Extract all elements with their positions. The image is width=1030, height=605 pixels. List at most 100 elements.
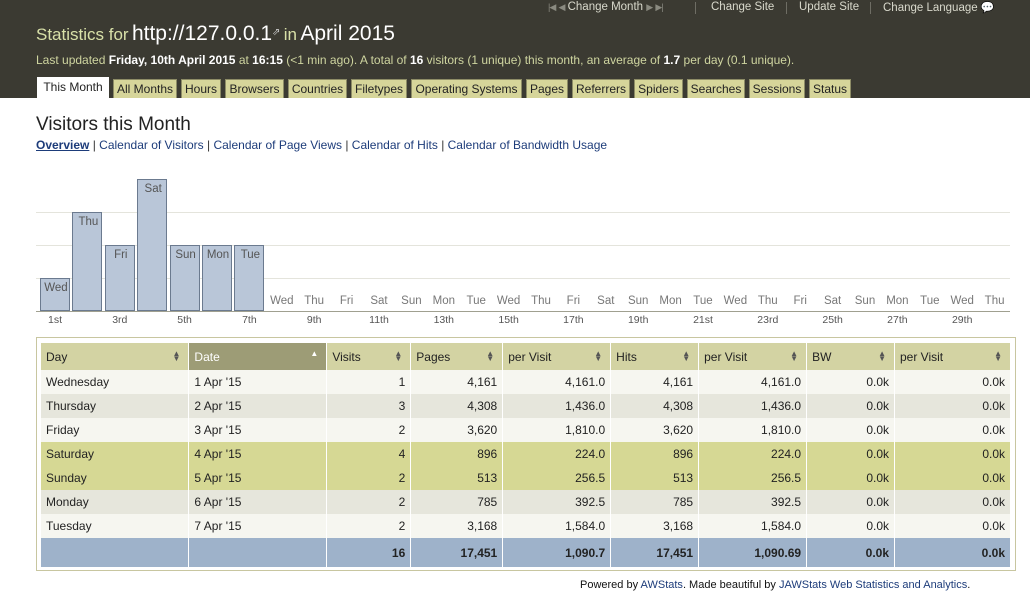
calendar-page-views-link[interactable]: Calendar of Page Views xyxy=(213,138,342,152)
first-month-icon[interactable]: |◀ xyxy=(548,2,556,12)
sort-icon[interactable]: ▲ ▼ xyxy=(594,349,603,363)
sort-icon[interactable]: ▲ ▼ xyxy=(172,349,181,363)
sort-icon[interactable]: ▲ ▼ xyxy=(878,349,886,363)
menu-divider xyxy=(870,2,871,14)
external-link-icon[interactable]: ⇗ xyxy=(272,27,281,38)
next-month-icon[interactable]: ▶ xyxy=(646,2,653,12)
table-cell: 256.5 xyxy=(502,466,612,490)
tab-referrers[interactable]: Referrers xyxy=(572,79,630,98)
sort-icon[interactable]: ▲ xyxy=(310,349,319,358)
column-header-per-visit[interactable]: per Visit ▲ ▼ xyxy=(894,343,1011,370)
chart-day-label: Tue xyxy=(466,295,486,307)
column-header-bw[interactable]: BW ▲ ▼ xyxy=(806,343,895,370)
speech-bubble-icon[interactable]: 💬 xyxy=(980,2,995,14)
table-cell: 0.0k xyxy=(806,514,895,538)
table-cell: 2 xyxy=(326,418,412,442)
table-cell: 2 xyxy=(326,466,412,490)
chart-bar-label: Fri xyxy=(114,249,128,261)
table-cell: 896 xyxy=(610,442,700,466)
total-cell: 16 xyxy=(326,538,412,567)
calendar-hits-link[interactable]: Calendar of Hits xyxy=(351,138,438,152)
table-cell: 896 xyxy=(410,442,504,466)
calendar-bandwidth-link[interactable]: Calendar of Bandwidth Usage xyxy=(447,138,608,152)
tab-this-month[interactable]: This Month xyxy=(37,77,109,98)
change-site-button[interactable]: Change Site xyxy=(711,1,775,13)
page-title: Statistics for http://127.0.0.1⇗ in Apri… xyxy=(36,22,395,46)
sort-icon[interactable]: ▲ ▼ xyxy=(790,349,799,363)
header: |◀ ◀ Change Month ▶ ▶| Change Site Updat… xyxy=(0,0,1030,98)
summary-text: at xyxy=(238,53,249,67)
chart-bar[interactable]: Tue xyxy=(234,245,265,311)
tab-sessions[interactable]: Sessions xyxy=(749,79,805,98)
tab-countries[interactable]: Countries xyxy=(288,79,347,98)
column-header-day[interactable]: Day ▲ ▼ xyxy=(41,343,190,370)
jawstats-link[interactable]: JAWStats Web Statistics and Analytics xyxy=(778,579,968,591)
tab-browsers[interactable]: Browsers xyxy=(225,79,284,98)
chart-bar[interactable]: Wed xyxy=(40,278,70,311)
table-cell: 1,436.0 xyxy=(698,394,808,418)
chart-bar[interactable]: Sat xyxy=(137,179,168,311)
site-url: http://127.0.0.1 xyxy=(131,22,273,45)
tab-searches[interactable]: Searches xyxy=(687,79,745,98)
chart-tick-label: 11th xyxy=(369,314,389,326)
overview-link[interactable]: Overview xyxy=(36,138,90,152)
visitors-bar-chart: Wed Thu Fri Sat Sun Mon Tue Wed Thu Fri Sat Sun Mon T… xyxy=(36,170,1010,330)
table-cell: 0.0k xyxy=(894,418,1011,442)
chart-day-label: Fri xyxy=(793,295,807,307)
table-cell: 5 Apr '15 xyxy=(188,466,328,490)
title-period: April 2015 xyxy=(300,22,395,45)
table-totals-row: 16 17,451 1,090.7 17,451 1,090.69 0.0k 0.0k xyxy=(41,538,1011,567)
previous-month-icon[interactable]: ◀ xyxy=(558,2,565,12)
table-cell: 6 Apr '15 xyxy=(188,490,328,514)
tab-filetypes[interactable]: Filetypes xyxy=(351,79,407,98)
chart-tick-label: 9th xyxy=(306,314,322,326)
sort-icon[interactable]: ▲ ▼ xyxy=(682,349,691,363)
chart-bar[interactable]: Mon xyxy=(202,245,232,311)
column-header-date[interactable]: Date ▲ xyxy=(188,343,328,370)
change-month-menu[interactable]: |◀ ◀ Change Month ▶ ▶| xyxy=(548,1,664,13)
column-header-per-visit[interactable]: per Visit ▲ ▼ xyxy=(698,343,808,370)
tab-status[interactable]: Status xyxy=(809,79,851,98)
change-language-button[interactable]: Change Language 💬 xyxy=(883,1,995,14)
summary-text: (<1 min ago). A total of xyxy=(286,53,407,67)
chart-day-label: Wed xyxy=(496,295,521,307)
table-cell: 1,810.0 xyxy=(502,418,612,442)
chart-bar-label: Thu xyxy=(78,216,99,228)
tab-operating-systems[interactable]: Operating Systems xyxy=(411,79,522,98)
table-cell: 4 Apr '15 xyxy=(188,442,328,466)
awstats-link[interactable]: AWStats xyxy=(640,579,683,591)
column-header-per-visit[interactable]: per Visit ▲ ▼ xyxy=(502,343,612,370)
chart-bar[interactable]: Sun xyxy=(169,245,200,311)
chart-bar[interactable]: Fri xyxy=(104,245,135,311)
sort-icon[interactable]: ▲ ▼ xyxy=(486,349,495,363)
calendar-visitors-link[interactable]: Calendar of Visitors xyxy=(99,138,204,152)
tab-all-months[interactable]: All Months xyxy=(113,79,177,98)
summary-text: visitors (1 unique) this month, an avera… xyxy=(426,53,661,67)
tab-pages[interactable]: Pages xyxy=(526,79,568,98)
column-header-hits[interactable]: Hits ▲ ▼ xyxy=(610,343,700,370)
chart-bar[interactable]: Thu xyxy=(72,212,103,311)
chart-day-label: Sat xyxy=(597,295,615,307)
footer-text: . Made beautiful by xyxy=(682,579,776,591)
column-header-label: Hits xyxy=(616,349,637,364)
column-header-pages[interactable]: Pages ▲ ▼ xyxy=(410,343,504,370)
total-cell: 0.0k xyxy=(894,538,1011,567)
change-language-label[interactable]: Change Language xyxy=(883,2,978,14)
menu-divider xyxy=(695,2,696,14)
table-row: Thursday 2 Apr '15 3 4,308 1,436.0 4,308 1,436… xyxy=(41,394,1011,418)
updated-time: 16:15 xyxy=(252,53,283,67)
update-site-button[interactable]: Update Site xyxy=(799,1,860,13)
tab-spiders[interactable]: Spiders xyxy=(634,79,683,98)
last-month-icon[interactable]: ▶| xyxy=(655,2,663,12)
total-cell: 1,090.7 xyxy=(502,538,612,567)
tab-hours[interactable]: Hours xyxy=(181,79,221,98)
chart-day-label: Thu xyxy=(304,295,325,307)
sort-icon[interactable]: ▲ ▼ xyxy=(994,349,1002,363)
chart-bar-label: Mon xyxy=(206,249,230,261)
column-header-visits[interactable]: Visits ▲ ▼ xyxy=(326,343,412,370)
table-cell: 2 Apr '15 xyxy=(188,394,328,418)
daily-stats-table-container: Day ▲ ▼ Date ▲ Visits ▲ ▼ Pages ▲ ▼ per Visit ▲ ▼ Hits… xyxy=(36,337,1016,571)
change-month-label[interactable]: Change Month xyxy=(567,1,644,13)
sort-icon[interactable]: ▲ ▼ xyxy=(394,349,403,363)
table-cell: 0.0k xyxy=(894,490,1011,514)
